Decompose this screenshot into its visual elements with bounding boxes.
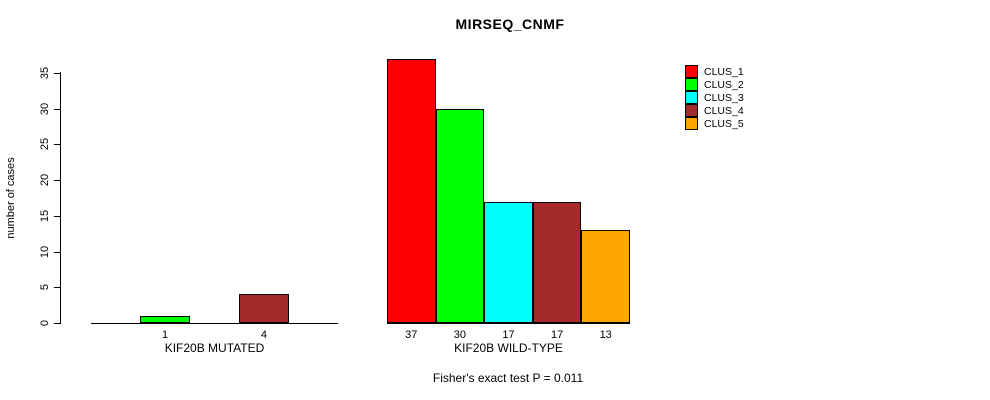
legend-swatch — [685, 91, 698, 104]
y-axis-tick — [54, 108, 60, 110]
footnote: Fisher's exact test P = 0.011 — [432, 371, 584, 385]
bar-value-label: 4 — [260, 329, 267, 341]
y-axis-tick-label: 35 — [39, 66, 51, 80]
legend-swatch — [685, 78, 698, 91]
legend-item: CLUS_1 — [685, 65, 744, 78]
bar-value-label: 17 — [502, 329, 515, 341]
bar-kif20b-wild-type-clus_1 — [387, 59, 436, 323]
legend-swatch — [685, 65, 698, 78]
bar-value-label: 30 — [453, 329, 467, 341]
legend-label: CLUS_3 — [704, 91, 744, 104]
y-axis-tick-label: 30 — [39, 102, 51, 115]
bar-value-label: 17 — [550, 329, 564, 341]
legend-item: CLUS_5 — [685, 117, 744, 130]
y-axis-tick-label: 0 — [39, 319, 51, 327]
legend-swatch — [685, 104, 698, 117]
y-axis-tick — [54, 287, 60, 289]
x-axis-line — [91, 323, 338, 324]
y-axis-tick-label: 20 — [39, 174, 51, 187]
chart-title: MIRSEQ_CNMF — [455, 16, 565, 32]
y-axis-tick-label: 15 — [39, 209, 51, 222]
y-axis-tick — [54, 144, 60, 146]
y-axis-tick — [54, 73, 60, 74]
bar-kif20b-mutated-clus_4 — [239, 294, 289, 323]
legend: CLUS_1 CLUS_2 CLUS_3 CLUS_4 CLUS_5 — [685, 65, 744, 130]
x-axis-group-label: KIF20B MUTATED — [164, 341, 265, 355]
legend-item: CLUS_4 — [685, 104, 744, 117]
legend-item: CLUS_3 — [685, 91, 744, 104]
x-axis-group-label: KIF20B WILD-TYPE — [454, 341, 563, 355]
y-axis-tick — [54, 215, 60, 217]
y-axis-tick — [54, 251, 60, 253]
bar-kif20b-wild-type-clus_3 — [484, 202, 533, 323]
y-axis-tick — [54, 180, 60, 182]
y-axis-title: number of cases — [5, 157, 17, 239]
legend-swatch — [685, 117, 698, 130]
y-axis-tick-label: 10 — [39, 245, 51, 258]
y-axis-line — [60, 72, 61, 324]
legend-item: CLUS_2 — [685, 78, 744, 91]
bar-value-label: 13 — [599, 329, 612, 341]
legend-label: CLUS_2 — [704, 78, 744, 91]
bar-kif20b-wild-type-clus_4 — [532, 202, 582, 323]
y-axis-tick-label: 5 — [39, 284, 51, 291]
legend-label: CLUS_5 — [704, 117, 744, 130]
bar-value-label: 37 — [405, 329, 418, 341]
y-axis-tick-label: 25 — [39, 138, 51, 151]
legend-label: CLUS_1 — [704, 65, 744, 78]
legend-label: CLUS_4 — [704, 104, 744, 117]
bar-value-label: 1 — [162, 329, 169, 341]
y-axis-tick — [54, 323, 60, 324]
bar-kif20b-wild-type-clus_2 — [435, 109, 485, 323]
bar-kif20b-mutated-clus_2 — [140, 316, 190, 323]
bar-kif20b-wild-type-clus_5 — [581, 230, 630, 323]
x-axis-line — [387, 323, 630, 324]
